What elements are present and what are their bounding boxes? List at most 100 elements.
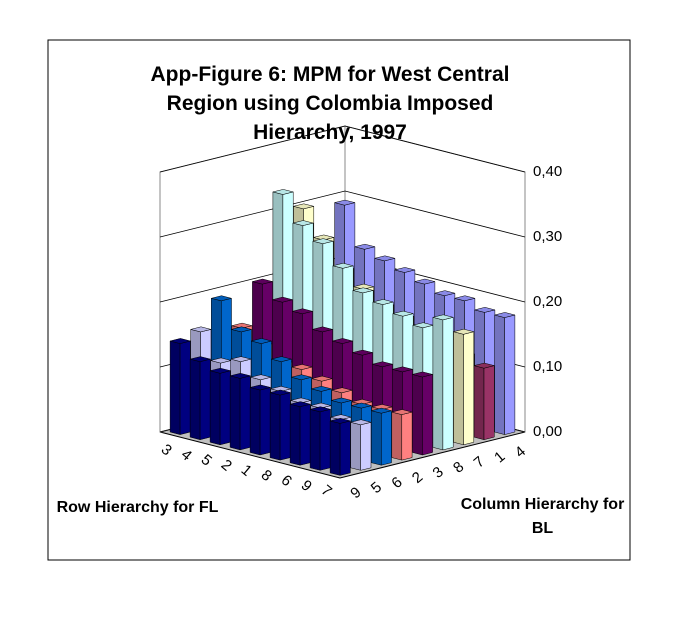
bar-top: [230, 373, 251, 379]
z-tick-label: 0,30: [533, 228, 562, 245]
bar-top: [351, 402, 372, 409]
bar: [269, 389, 291, 461]
bar-top: [391, 409, 413, 415]
bar-top: [331, 397, 352, 404]
bar: [249, 384, 271, 456]
bar-left-face: [494, 314, 505, 435]
bar-top: [230, 356, 252, 362]
bar-top: [351, 399, 373, 405]
bar-top: [312, 238, 334, 244]
bar-top: [394, 267, 415, 273]
bar-top: [270, 389, 291, 396]
bar-top: [334, 199, 355, 206]
bar-left-face: [189, 358, 201, 441]
bar-left-face: [169, 340, 181, 435]
bar-left-face: [371, 410, 382, 466]
bar-right-face: [422, 374, 433, 456]
bar-left-face: [229, 375, 241, 451]
bar: [473, 362, 495, 441]
bar-left-face: [391, 411, 403, 461]
bar-top: [270, 386, 292, 392]
bar-top: [231, 322, 253, 329]
bar-top: [494, 312, 515, 318]
bar-top: [330, 418, 351, 424]
bar-right-face: [463, 331, 475, 446]
bar-top: [310, 406, 331, 413]
bar-top: [291, 364, 313, 370]
z-tick-label: 0,40: [533, 163, 562, 180]
z-tick-label: 0,10: [533, 358, 562, 375]
bar-top: [312, 326, 333, 333]
bar-top: [453, 328, 474, 335]
bar-top: [210, 367, 231, 374]
bar-left-face: [249, 387, 261, 456]
bar-top: [332, 338, 353, 344]
bar-left-face: [269, 392, 281, 461]
bar-top: [292, 308, 313, 315]
bar-top: [272, 189, 294, 195]
bar-top: [190, 326, 212, 333]
bar-right-face: [219, 370, 231, 446]
bar-top: [392, 310, 414, 317]
bar-right-face: [442, 316, 454, 451]
bar: [412, 371, 433, 456]
bar-top: [432, 314, 454, 321]
bar-top: [372, 361, 393, 368]
bar-top: [474, 307, 495, 313]
bar-top: [331, 387, 353, 394]
bar-right-face: [199, 358, 211, 441]
bar-top: [371, 404, 393, 410]
bar-right-face: [299, 403, 311, 466]
bar-top: [412, 371, 433, 378]
bar-top: [454, 295, 475, 302]
bar-top: [473, 362, 495, 369]
bar-right-face: [239, 375, 251, 451]
bar-top: [414, 278, 435, 285]
bar-top: [310, 402, 332, 409]
bar-right-face: [339, 420, 351, 476]
bar-top: [350, 419, 372, 426]
bar: [169, 338, 191, 435]
bar-top: [371, 407, 392, 414]
bar: [229, 373, 251, 451]
grid-line: [159, 125, 526, 173]
bar-right-face: [401, 411, 413, 461]
x-axis-label: Row Hierarchy for FL: [56, 499, 219, 516]
bar: [494, 312, 516, 435]
bar: [309, 406, 331, 471]
bar-left-face: [432, 316, 444, 451]
bar: [432, 314, 454, 451]
bar-left-face: [412, 374, 423, 456]
bar-top: [251, 338, 272, 344]
bar-top: [352, 349, 373, 356]
bar-top: [250, 384, 271, 391]
bar-top: [412, 322, 434, 329]
bar-right-face: [279, 392, 291, 461]
bar-top: [313, 234, 334, 241]
bar-top: [352, 287, 374, 294]
bar: [371, 407, 392, 466]
bar-right-face: [319, 408, 331, 471]
bar-left-face: [473, 365, 485, 441]
bar: [391, 409, 413, 461]
bar-top: [434, 290, 455, 296]
bar: [350, 419, 372, 471]
bar-top: [311, 386, 332, 392]
bar-top: [210, 357, 232, 364]
bar-top: [372, 299, 394, 305]
bar: [289, 401, 311, 466]
chart-title: App-Figure 6: MPM for West Central Regio…: [150, 63, 510, 144]
bar-top: [330, 414, 352, 420]
bar-left-face: [350, 421, 361, 471]
bar-top: [374, 255, 395, 262]
bar-left-face: [329, 420, 341, 476]
bar-top: [290, 397, 312, 404]
bar-left-face: [453, 331, 464, 446]
bar-top: [311, 375, 333, 382]
bar: [209, 367, 231, 446]
bar-top: [354, 243, 375, 250]
bar-right-face: [504, 314, 516, 435]
bar-top: [252, 278, 273, 285]
